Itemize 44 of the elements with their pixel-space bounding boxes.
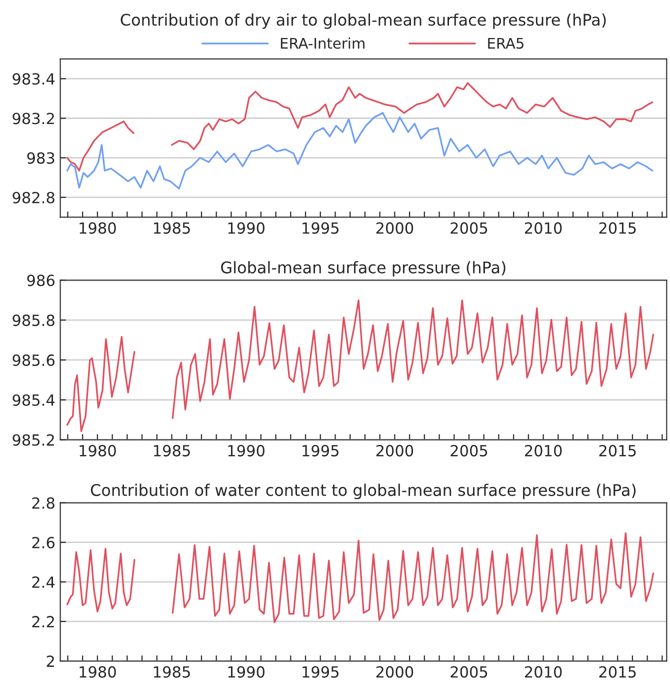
y-tick-label: 985.6 [12, 354, 54, 366]
x-tick-label: 2000 [376, 222, 414, 234]
x-tick-label: 2000 [376, 666, 414, 678]
x-tick-label: 2000 [376, 444, 414, 456]
x-tick-label: 1995 [302, 444, 338, 456]
x-tick-label: 2010 [524, 444, 562, 456]
x-tick-label: 1985 [154, 444, 190, 456]
y-tick-label: 2.2 [32, 616, 54, 628]
line-series [66, 112, 654, 190]
x-tick-label: 1980 [80, 444, 116, 456]
x-tick-label: 1990 [228, 666, 264, 678]
x-tick-label: 2005 [450, 666, 488, 678]
chart-title: Contribution of water content to global-mean surface pressure (hPa) [90, 484, 636, 500]
y-tick-label: 986 [27, 274, 54, 286]
y-tick-label: 2.8 [32, 497, 54, 509]
chart-title: Global-mean surface pressure (hPa) [221, 261, 506, 277]
x-tick-label: 1985 [154, 666, 190, 678]
x-tick-label: 1990 [228, 222, 264, 234]
legend-label: ERA5 [488, 38, 524, 49]
y-tick-label: 982.8 [12, 192, 54, 204]
y-tick-label: 2.6 [32, 536, 54, 548]
y-tick-label: 985.2 [12, 434, 54, 446]
x-tick-label: 2015 [599, 222, 636, 234]
x-tick-label: 1985 [154, 222, 190, 234]
x-tick-label: 1990 [228, 444, 264, 456]
y-tick-label: 985.8 [12, 314, 54, 326]
x-tick-label: 1995 [302, 222, 338, 234]
x-tick-label: 2005 [450, 444, 488, 456]
y-tick-label: 2.4 [32, 576, 55, 588]
x-tick-label: 2010 [524, 222, 562, 234]
y-tick-label: 2 [46, 655, 54, 667]
legend-label: ERA-Interim [280, 38, 364, 49]
chart-title: Contribution of dry air to global-mean surface pressure (hPa) [120, 13, 606, 29]
y-tick-label: 985.4 [12, 394, 55, 406]
y-tick-label: 983.2 [12, 112, 54, 124]
x-tick-label: 1980 [80, 222, 116, 234]
x-tick-label: 1995 [302, 666, 338, 678]
x-tick-label: 2015 [599, 666, 636, 678]
y-tick-label: 983.4 [12, 73, 55, 85]
y-tick-label: 983 [27, 152, 54, 164]
x-tick-label: 2015 [599, 444, 636, 456]
x-tick-label: 1980 [80, 666, 116, 678]
x-tick-label: 2005 [450, 222, 488, 234]
x-tick-label: 2010 [524, 666, 562, 678]
